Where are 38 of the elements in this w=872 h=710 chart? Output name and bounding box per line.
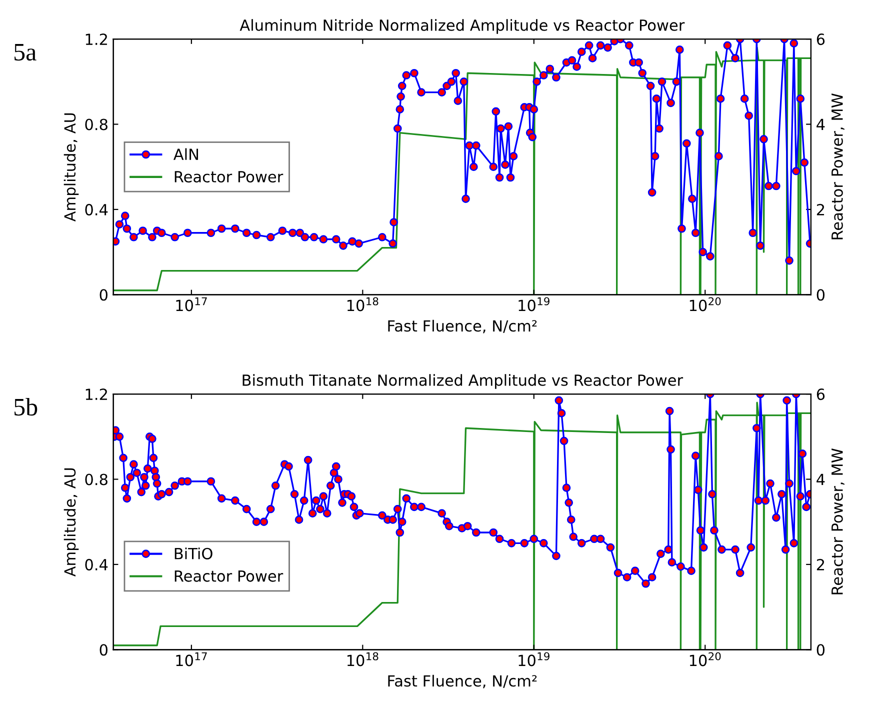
y-tick-label: 0.4 xyxy=(85,558,108,570)
x-tick-label: 10$^{18}$ xyxy=(347,652,378,666)
x-tick-label: 10$^{19}$ xyxy=(518,297,550,312)
y-tick-label: 0.4 xyxy=(85,204,108,216)
x-tick-label: 10$^{18}$ xyxy=(347,297,378,312)
text: 5b xyxy=(14,398,38,416)
x-axis-title: Fast Fluence, N/cm² xyxy=(388,674,537,688)
legend-label: BiTiO xyxy=(174,548,212,560)
chart-title: Bismuth Titanate Normalized Amplitude vs Reactor Power xyxy=(242,374,684,389)
y2-tick-label: 4 xyxy=(816,474,825,486)
legend-label: Reactor Power xyxy=(174,570,284,582)
y-tick-label: 1.2 xyxy=(86,388,107,400)
y2-tick-label: 2 xyxy=(816,204,824,216)
y-tick-label: 0 xyxy=(100,644,108,656)
y-axis-title: Amplitude, AU xyxy=(64,113,79,222)
y-tick-label: 0.8 xyxy=(85,118,108,130)
text: 5a xyxy=(14,44,36,61)
y2-axis-title: Reactor Power, MW xyxy=(832,93,844,240)
chart-title: Aluminum Nitride Normalized Amplitude vs Reactor Power xyxy=(240,19,685,34)
x-axis-title: Fast Fluence, N/cm² xyxy=(388,320,537,334)
y2-axis-title: Reactor Power, MW xyxy=(832,448,844,594)
y2-tick-label: 6 xyxy=(816,34,825,46)
x-tick-label: 10$^{17}$ xyxy=(176,297,207,312)
legend-label: AlN xyxy=(173,148,198,160)
x-tick-label: 10$^{17}$ xyxy=(176,652,207,666)
x-tick-label: 10$^{20}$ xyxy=(690,652,721,666)
y2-tick-label: 0 xyxy=(816,644,825,656)
y-axis-title: Amplitude, AU xyxy=(64,468,79,577)
y-tick-label: 0.8 xyxy=(85,474,108,486)
legend-label: Reactor Power xyxy=(174,171,284,182)
y2-tick-label: 6 xyxy=(816,388,825,400)
y2-tick-label: 2 xyxy=(816,558,824,570)
y2-tick-label: 4 xyxy=(816,118,825,130)
y-tick-label: 1.2 xyxy=(86,34,107,45)
y-tick-label: 0 xyxy=(100,289,108,301)
y2-tick-label: 0 xyxy=(816,289,825,301)
x-tick-label: 10$^{20}$ xyxy=(690,297,721,312)
x-tick-label: 10$^{19}$ xyxy=(518,652,550,666)
